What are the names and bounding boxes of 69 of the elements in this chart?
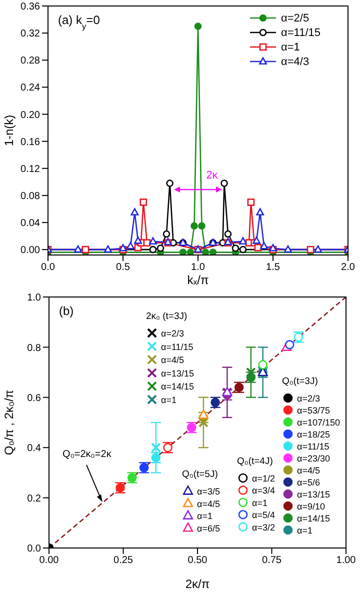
x-tick-label: 0.50: [188, 555, 208, 566]
legend-label: α=23/30: [297, 454, 330, 464]
legend-label: α=4/3: [281, 56, 310, 68]
legend-label: α=1: [281, 42, 300, 54]
legend-label: α=14/15: [297, 514, 330, 524]
y-tick-label: 0.4: [27, 443, 42, 454]
y-tick-label: 0.32: [20, 28, 40, 40]
legend-label: α=11/15: [297, 442, 330, 452]
legend-label: α=13/15: [161, 368, 194, 378]
legend-label: α=53/75: [297, 406, 330, 416]
x-axis-title: 2κ/π: [185, 577, 210, 591]
annotation: Q₀=2κ₀=2κ: [62, 448, 112, 460]
legend-label: α=4/5: [297, 466, 320, 476]
annotation: Q₀(t=4J): [237, 456, 273, 467]
legend-label: α=1/2: [252, 474, 275, 484]
legend-label: α=4/5: [161, 355, 184, 366]
x-tick-label: 0.00: [39, 555, 60, 566]
y-tick-label: 0.12: [20, 164, 40, 175]
annotation: 2κ₀ (t=3J): [146, 311, 188, 322]
legend-label: α=1: [161, 395, 176, 405]
y-tick-label: 0.00: [20, 245, 40, 256]
x-tick-label: 1.0: [191, 262, 206, 274]
legend-label: α=11/15: [281, 27, 320, 39]
legend-label: α=1: [297, 526, 312, 536]
x-tick-label: 0.25: [114, 555, 134, 566]
y-tick-label: 0.16: [20, 136, 40, 148]
text: (b): [59, 304, 74, 318]
legend-label: α=6/5: [197, 523, 220, 534]
legend-label: α=1: [197, 511, 212, 522]
annotation: 2κ: [206, 170, 218, 182]
y-tick-label: 0.08: [20, 191, 40, 202]
y-axis-title: Q₀/π , 2κ₀/π: [2, 390, 16, 456]
y-tick-label: 0.24: [20, 82, 40, 94]
y-tick-label: 0.2: [27, 493, 42, 504]
legend-label: α=9/10: [297, 502, 325, 512]
x-tick-label: 1.00: [336, 555, 356, 566]
annotation: Q₀(t=5J): [182, 469, 218, 480]
legend-label: α=107/150: [297, 418, 340, 428]
legend-label: α=5/6: [297, 478, 320, 488]
y-tick-label: 0.20: [20, 110, 40, 121]
y-tick-label: 0.8: [27, 342, 42, 354]
legend-label: α=2/3: [297, 394, 320, 404]
x-tick-label: 0.5: [116, 262, 130, 274]
legend-label: α=3/4: [252, 486, 275, 496]
x-tick-label: 2.0: [341, 262, 356, 274]
legend-label: α=2/3: [161, 328, 184, 338]
y-tick-label: 0.6: [27, 392, 42, 404]
x-axis-title: kₓ/π: [187, 273, 209, 287]
x-tick-label: 0.75: [262, 555, 282, 566]
text: (a) k$_{y}$=0: [58, 13, 100, 31]
legend-label: α=18/25: [297, 430, 330, 440]
legend-label: α=14/15: [161, 382, 194, 392]
y-tick-label: 0.28: [20, 56, 40, 67]
y-tick-label: 0.04: [20, 218, 40, 230]
y-tick-label: 1.0: [27, 292, 42, 304]
y-tick-label: 0.36: [20, 2, 40, 13]
legend-label: α=1: [252, 498, 268, 508]
x-tick-label: 1.5: [266, 262, 280, 274]
y-axis-title: 1-n(k): [2, 114, 16, 146]
legend-label: α=3/2: [252, 522, 275, 532]
legend-label: α=4/5: [197, 498, 220, 509]
legend-label: α=13/15: [297, 490, 330, 500]
legend-label: α=2/5: [281, 12, 310, 24]
y-tick-label: 0.0: [27, 544, 42, 555]
legend-label: α=11/15: [161, 342, 194, 352]
x-tick-label: 0.0: [41, 262, 56, 274]
legend-label: α=5/4: [252, 510, 275, 520]
annotation: Q₀(t=3J): [282, 376, 318, 387]
legend-label: α=3/5: [197, 486, 220, 496]
